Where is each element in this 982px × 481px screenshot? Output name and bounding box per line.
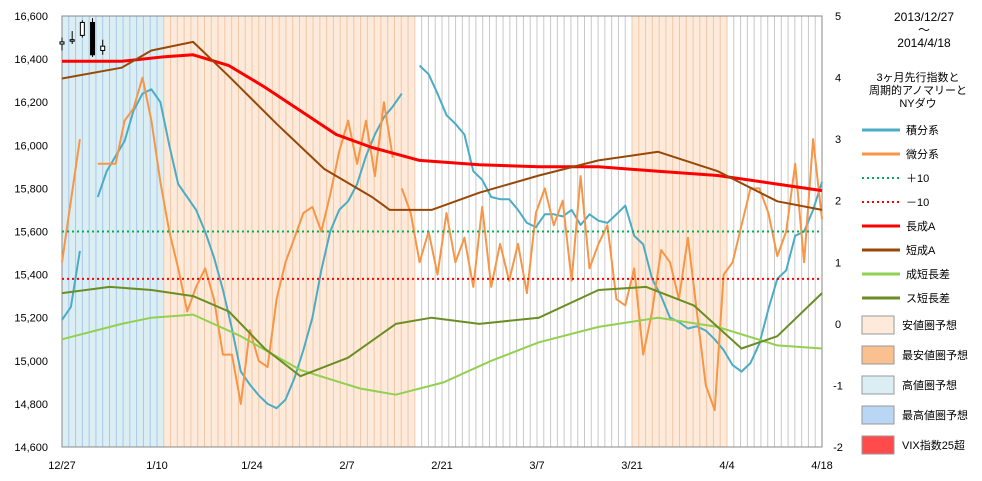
series-積分系 xyxy=(418,64,823,373)
candle-body xyxy=(90,21,96,56)
subtitle-line: 3ヶ月先行指数と xyxy=(876,70,959,84)
legend-label: ス短長差 xyxy=(906,291,950,305)
title-line: ～ xyxy=(918,23,930,37)
y-left-tick-label: 16,000 xyxy=(14,140,48,152)
subtitle-line: NYダウ xyxy=(899,96,936,110)
title-line: 2014/4/18 xyxy=(897,36,951,50)
x-tick-label: 12/27 xyxy=(48,460,76,472)
series-ス短長差 xyxy=(61,285,823,378)
y-left-tick-label: 14,800 xyxy=(14,399,48,411)
series-成短長差 xyxy=(61,313,823,396)
chart-titles: 2013/12/27～2014/4/18 3ヶ月先行指数と周期的アノマリーとNYダ… xyxy=(869,10,967,110)
x-tick-label: 2/7 xyxy=(339,460,354,472)
y-right-tick-label: 5 xyxy=(835,11,841,23)
x-tick-label: 1/24 xyxy=(241,460,262,472)
y-left-tick-label: 14,600 xyxy=(14,442,48,454)
candle-body xyxy=(69,39,75,42)
x-tick-label: 2/21 xyxy=(431,460,452,472)
legend-label: 短成A xyxy=(906,243,936,257)
legend-label: 微分系 xyxy=(906,147,939,161)
series-長成A xyxy=(62,53,823,193)
x-axis: 12/27 1/10 1/24 2/7 2/21 3/7 3/21 4/4 4/18 xyxy=(48,460,832,472)
y-right-tick-label: 2 xyxy=(835,196,841,208)
x-tick-label: 1/10 xyxy=(146,460,167,472)
legend-swatch xyxy=(861,345,895,365)
series-lines xyxy=(61,40,823,412)
legend-label: VIX指数25超 xyxy=(902,438,965,452)
legend-swatch xyxy=(861,375,895,395)
series-積分系 xyxy=(96,88,403,410)
y-left-tick-label: 16,400 xyxy=(14,54,48,66)
series-短成A xyxy=(61,40,823,211)
series-積分系 xyxy=(61,250,81,321)
y-right-tick-label: -2 xyxy=(833,442,843,454)
legend-label: 最高値圏予想 xyxy=(902,408,968,422)
x-tick-label: 4/4 xyxy=(719,460,734,472)
legend-swatch xyxy=(861,315,895,335)
candle-body xyxy=(100,45,106,51)
legend-label: 成短長差 xyxy=(906,267,950,281)
candlesticks xyxy=(59,18,106,57)
x-tick-label: 4/18 xyxy=(811,460,832,472)
legend-label: 安値圏予想 xyxy=(902,318,957,332)
y-right-tick-label: 3 xyxy=(835,134,841,146)
y-left-tick-label: 15,400 xyxy=(14,270,48,282)
legend-swatch xyxy=(861,435,895,455)
left-y-axis: 14,600 14,800 15,000 15,200 15,400 15,600 15,8… xyxy=(14,11,48,454)
legend-label: 積分系 xyxy=(906,123,939,137)
y-left-tick-label: 16,200 xyxy=(14,97,48,109)
candle-body xyxy=(79,21,85,36)
legend-label: ＋10 xyxy=(906,173,929,185)
series-微分系 xyxy=(61,138,81,263)
candle-body xyxy=(59,41,65,45)
legend-label: 長成A xyxy=(906,220,936,233)
y-left-tick-label: 15,000 xyxy=(14,356,48,368)
legend-label: －10 xyxy=(906,197,929,209)
subtitle-line: 周期的アノマリーと xyxy=(869,83,967,97)
legend-label: 最安値圏予想 xyxy=(902,348,968,362)
legend-label: 高値圏予想 xyxy=(902,378,957,392)
right-y-axis: -2 -1 0 1 2 3 4 5 xyxy=(833,11,843,454)
y-left-tick-label: 15,200 xyxy=(14,313,48,325)
x-tick-label: 3/21 xyxy=(621,460,642,472)
y-right-tick-label: 0 xyxy=(835,319,841,331)
x-tick-label: 3/7 xyxy=(529,460,544,472)
y-left-tick-label: 15,800 xyxy=(14,183,48,195)
y-right-tick-label: -1 xyxy=(833,380,843,392)
y-left-tick-label: 16,600 xyxy=(14,11,48,23)
title-line: 2013/12/27 xyxy=(894,10,954,24)
y-right-tick-label: 4 xyxy=(835,73,841,85)
legend-swatch xyxy=(861,405,895,425)
y-right-tick-label: 1 xyxy=(835,257,841,269)
y-left-tick-label: 15,600 xyxy=(14,227,48,239)
